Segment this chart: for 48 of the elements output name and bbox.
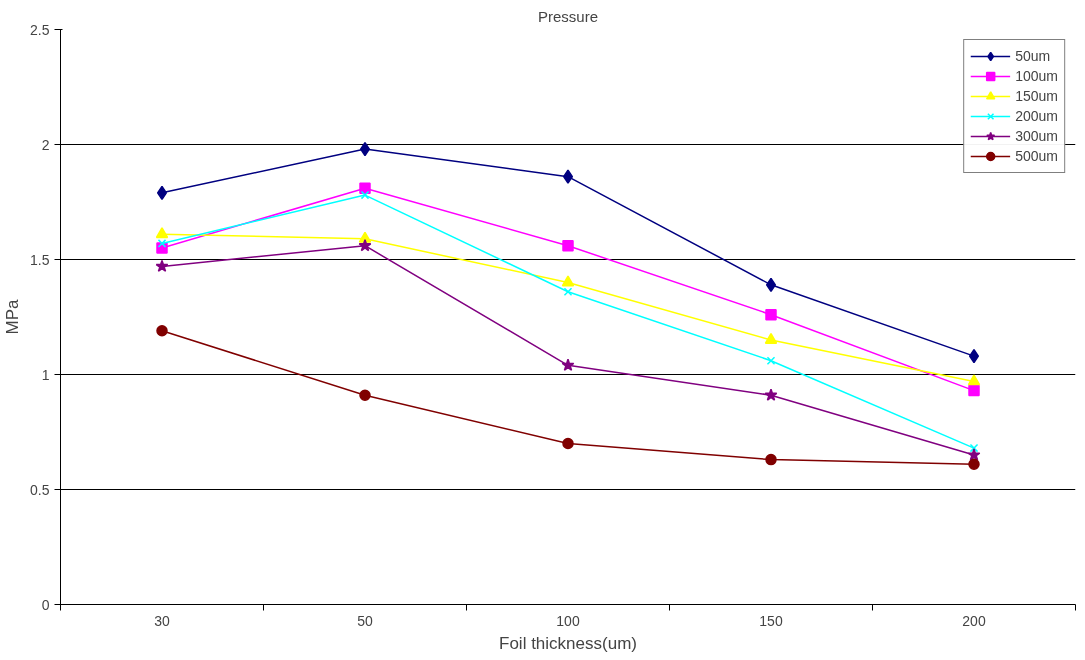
point (968, 348, 980, 364)
legend-label: 100um (1015, 68, 1058, 84)
point (968, 458, 980, 470)
point (765, 308, 777, 321)
legend-label: 500um (1015, 148, 1058, 164)
point (358, 238, 372, 252)
y-tick-label: 1 (41, 366, 50, 383)
point (764, 332, 778, 344)
legend-label: 150um (1015, 88, 1058, 104)
point (156, 325, 168, 337)
x-tick-label: 200 (962, 612, 986, 629)
x-tick-label: 150 (759, 612, 783, 629)
y-tick-label: 2.5 (30, 21, 50, 38)
x-tick-label: 30 (154, 612, 170, 629)
point (967, 448, 981, 461)
chart-title: Pressure (537, 7, 599, 25)
point (765, 453, 777, 466)
legend-label: 200um (1015, 108, 1058, 124)
point (764, 388, 778, 401)
point (561, 275, 575, 287)
point (765, 277, 777, 293)
x-tick-label: 100 (556, 612, 580, 629)
point (155, 227, 169, 239)
point (563, 287, 573, 296)
y-tick-label: 1.5 (30, 251, 50, 268)
point (562, 239, 574, 252)
point (155, 259, 169, 272)
point (157, 239, 167, 248)
point (561, 358, 575, 371)
point (967, 374, 981, 386)
point (156, 185, 168, 201)
legend-label: 300um (1015, 128, 1058, 144)
point (968, 384, 980, 397)
point (359, 141, 371, 157)
point (766, 356, 776, 365)
point (562, 169, 574, 184)
point (359, 389, 371, 401)
y-axis-title: MPa (3, 298, 23, 335)
y-tick-label: 0.5 (30, 481, 50, 498)
point (359, 182, 371, 194)
point (562, 437, 574, 450)
x-axis-title: Foil thickness(um) (499, 633, 637, 653)
point (969, 443, 979, 453)
legend-label: 50um (1015, 48, 1051, 64)
y-tick-label: 0 (41, 596, 50, 613)
y-tick-label: 2 (41, 136, 50, 153)
x-tick-label: 50 (357, 612, 373, 629)
point (360, 190, 370, 200)
